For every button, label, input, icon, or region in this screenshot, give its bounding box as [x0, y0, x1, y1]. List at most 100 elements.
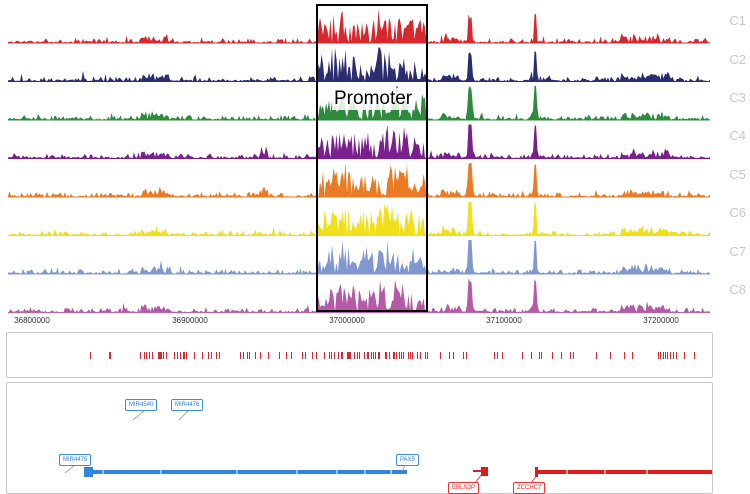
gene-label-mir4476[interactable]: MIR4476 [171, 399, 204, 411]
zcchc7-callout-line [530, 474, 538, 484]
peak-mark [463, 352, 464, 359]
peak-mark [375, 352, 376, 359]
peak-mark [279, 352, 280, 359]
peak-mark [393, 352, 394, 359]
peak-mark [440, 352, 441, 359]
gene-label-mir4475[interactable]: MIR4475 [59, 454, 92, 466]
ebln3p-gene-exon [481, 467, 488, 476]
peak-mark [596, 352, 597, 359]
signal-track-c4 [8, 124, 710, 159]
peak-mark [152, 352, 153, 359]
peak-mark [670, 352, 671, 359]
gene-label-ebln3p[interactable]: EBLN3P [448, 482, 480, 494]
signal-tracks [8, 9, 710, 314]
signal-track-c8 [8, 278, 710, 313]
mir4475-callout-line [64, 464, 76, 474]
peak-mark [658, 352, 659, 359]
peak-mark [624, 352, 625, 359]
peak-mark [379, 352, 380, 359]
peak-mark [420, 352, 421, 359]
peak-mark [90, 352, 91, 359]
peak-mark [329, 352, 330, 359]
gene-label-zcchc7[interactable]: ZCCHC7 [513, 482, 546, 494]
peak-mark [338, 352, 339, 359]
gene-label-mir4540[interactable]: MIR4540 [125, 399, 158, 411]
peak-mark [347, 352, 348, 359]
axis-tick-label: 36800000 [14, 316, 50, 325]
peak-mark [389, 352, 390, 359]
signal-area-c2 [8, 47, 710, 82]
peak-mark [291, 352, 292, 359]
gene-label-pax5[interactable]: PAX5 [396, 454, 419, 466]
peak-mark [109, 352, 110, 359]
peak-mark [286, 352, 287, 359]
peak-mark [144, 352, 145, 359]
peak-mark [632, 352, 633, 359]
signal-area-c1 [8, 9, 710, 43]
peak-mark [211, 352, 212, 359]
peak-mark [268, 352, 269, 359]
peak-mark [255, 352, 256, 359]
peak-mark [371, 352, 372, 359]
peak-mark [539, 352, 540, 359]
axis-tick-label: 37000000 [329, 316, 365, 325]
peak-mark [385, 352, 386, 359]
peaks-panel [6, 332, 713, 378]
peak-mark [180, 352, 181, 359]
peak-mark [497, 352, 498, 359]
track-label-c4: C4 [729, 128, 746, 143]
peak-mark [302, 352, 303, 359]
mir4540-callout-line [132, 409, 146, 421]
peak-mark [140, 352, 141, 359]
signal-track-c2 [8, 47, 710, 82]
peak-mark [453, 352, 454, 359]
track-label-c6: C6 [729, 205, 746, 220]
peak-mark [354, 352, 355, 359]
axis-tick-label: 37100000 [486, 316, 522, 325]
peak-mark [158, 352, 159, 359]
axis-tick-label: 36900000 [172, 316, 208, 325]
peak-mark [494, 352, 495, 359]
peak-mark [427, 352, 428, 359]
peak-mark [194, 352, 195, 359]
zcchc7-gene-exon [535, 467, 538, 477]
peak-mark [573, 352, 574, 359]
peak-mark [364, 352, 365, 359]
peak-mark [186, 352, 187, 359]
peak-mark [159, 352, 160, 359]
peak-mark [425, 352, 426, 359]
peak-mark [334, 352, 335, 359]
peak-mark [412, 352, 413, 359]
peak-mark [676, 352, 677, 359]
peak-mark [401, 352, 402, 359]
peak-mark [260, 352, 261, 359]
signal-area-c7 [8, 240, 710, 274]
peak-mark [357, 352, 358, 359]
promoter-highlight-box [316, 4, 428, 312]
peak-mark [694, 352, 695, 359]
peak-mark [610, 352, 611, 359]
peak-mark [394, 352, 395, 359]
peak-mark [161, 352, 162, 359]
ebln3p-callout-line [474, 474, 482, 484]
peak-mark [373, 352, 374, 359]
signal-track-c1 [8, 9, 710, 44]
peak-mark [349, 352, 350, 359]
signal-area-c3 [8, 86, 710, 120]
peak-mark [146, 352, 147, 359]
peak-mark [177, 352, 178, 359]
signal-area-c5 [8, 163, 710, 197]
peak-mark [243, 352, 244, 359]
peak-mark [166, 352, 167, 359]
peak-mark [403, 352, 404, 359]
peak-mark [305, 352, 306, 359]
peak-mark [396, 352, 397, 359]
peak-mark [522, 352, 523, 359]
peak-mark [249, 352, 250, 359]
peak-mark [110, 352, 111, 359]
peak-mark [673, 352, 674, 359]
track-label-c5: C5 [729, 167, 746, 182]
peak-mark [359, 352, 360, 359]
pax5-intron-ticks [102, 470, 392, 474]
